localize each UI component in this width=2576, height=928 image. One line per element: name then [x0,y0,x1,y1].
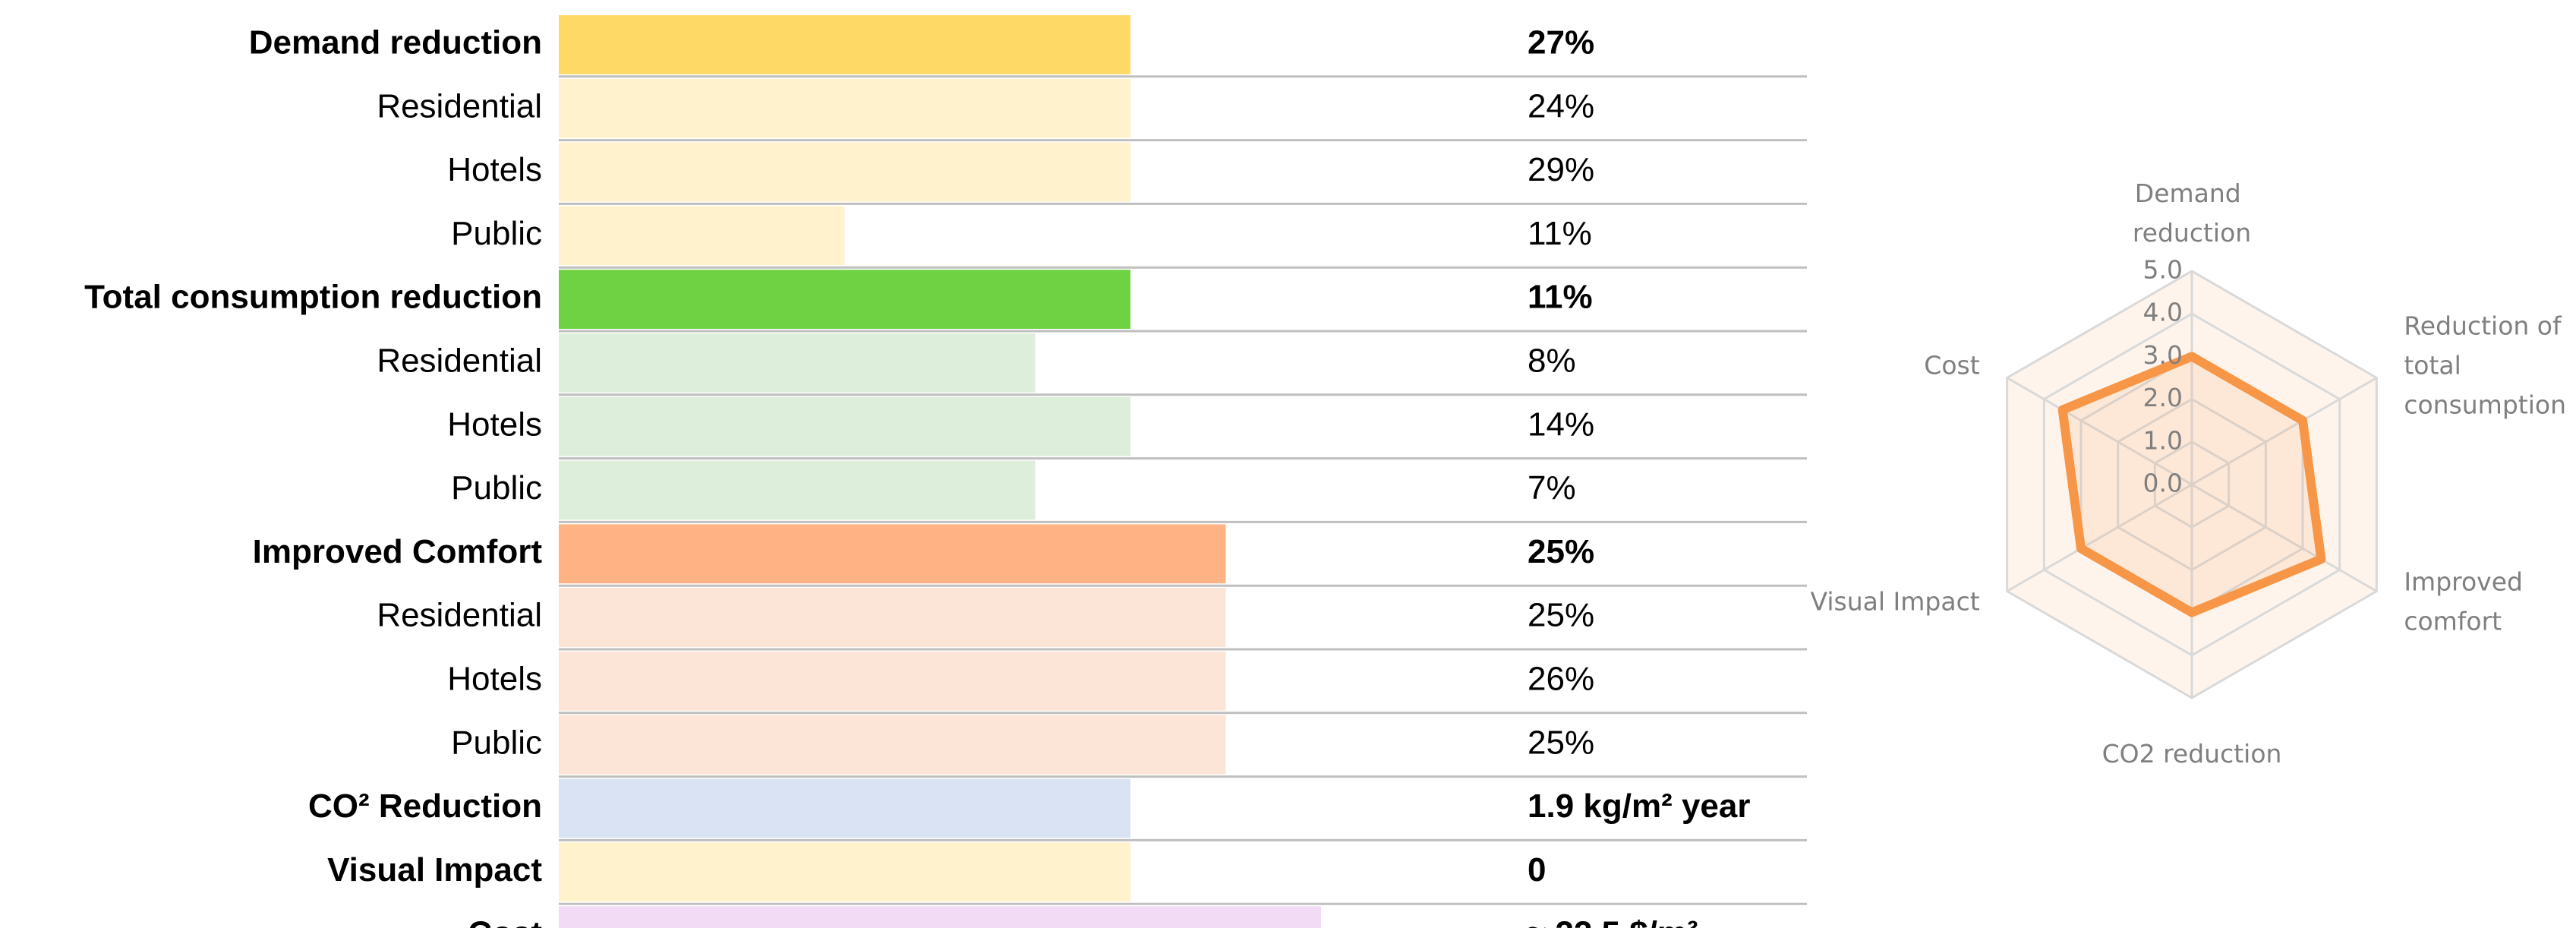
score-bar [559,396,1130,456]
radar-spoke [2191,377,2378,486]
row-label: Hotels [447,151,542,188]
axis-label: Visual Impact [1811,586,1980,616]
radar-spoke [2191,483,2378,592]
row-label: Public [451,469,542,507]
radar-spoke [2006,483,2193,592]
row-label: Total consumption reduction [84,279,542,316]
row-result: 0 [1528,851,1546,889]
score-bar [559,333,1036,393]
row-result: 11% [1528,215,1592,252]
radar-series [2057,352,2326,617]
row-result: 26% [1528,661,1594,698]
row-label: Public [451,215,542,252]
row-label: Hotels [447,406,542,443]
axis-label: Improved comfort [2404,567,2530,636]
score-bar [559,270,1130,329]
score-bar [559,715,1226,775]
axis-label: Reduction of total consumption [2404,311,2569,419]
r-tick-label: 3.0 [2143,340,2183,370]
r-tick-label: 4.0 [2143,298,2183,327]
score-bar [559,142,1130,202]
score-bar [559,842,1130,902]
r-tick-label: 5.0 [2143,255,2183,285]
row-label: Residential [377,342,542,380]
row-result: 25% [1528,724,1594,761]
score-bar [559,906,1321,928]
row-label: CO² Reduction [308,788,542,825]
row-result: 25% [1528,533,1594,570]
row-label: Hotels [447,661,542,698]
score-bar [559,652,1226,711]
r-tick-label: 1.0 [2143,425,2183,455]
row-result: 25% [1528,597,1594,634]
score-bar [559,588,1226,647]
axis-label: CO2 reduction [2102,739,2282,769]
row-result: 11% [1528,279,1593,316]
score-bar [559,460,1036,520]
row-label: Residential [377,87,542,125]
score-bar [559,15,1130,74]
row-result: ≈ 22.5 $/m² [1528,915,1698,928]
score-bar [559,524,1226,584]
score-bar [559,778,1130,838]
row-label: Demand reduction [249,24,542,62]
row-result: 29% [1528,151,1594,188]
row-result: 14% [1528,406,1594,443]
r-tick-label: 0.0 [2143,469,2183,498]
score-bar [559,206,845,266]
axis-label: Demand reduction [2133,178,2251,248]
row-label: Improved Comfort [253,533,543,570]
row-result: 7% [1528,469,1576,507]
row-label: Residential [377,597,542,634]
row-label: Cost [468,915,542,928]
row-label: Visual Impact [327,851,542,889]
row-result: 24% [1528,87,1594,125]
row-result: 8% [1528,342,1576,380]
row-result: 27% [1528,24,1594,62]
row-label: Public [451,724,542,761]
r-tick-label: 2.0 [2143,383,2183,412]
axis-label: Cost [1924,350,1979,380]
radar-spoke [2006,377,2193,486]
row-result: 1.9 kg/m² year [1528,788,1751,825]
score-bar [559,78,1130,138]
